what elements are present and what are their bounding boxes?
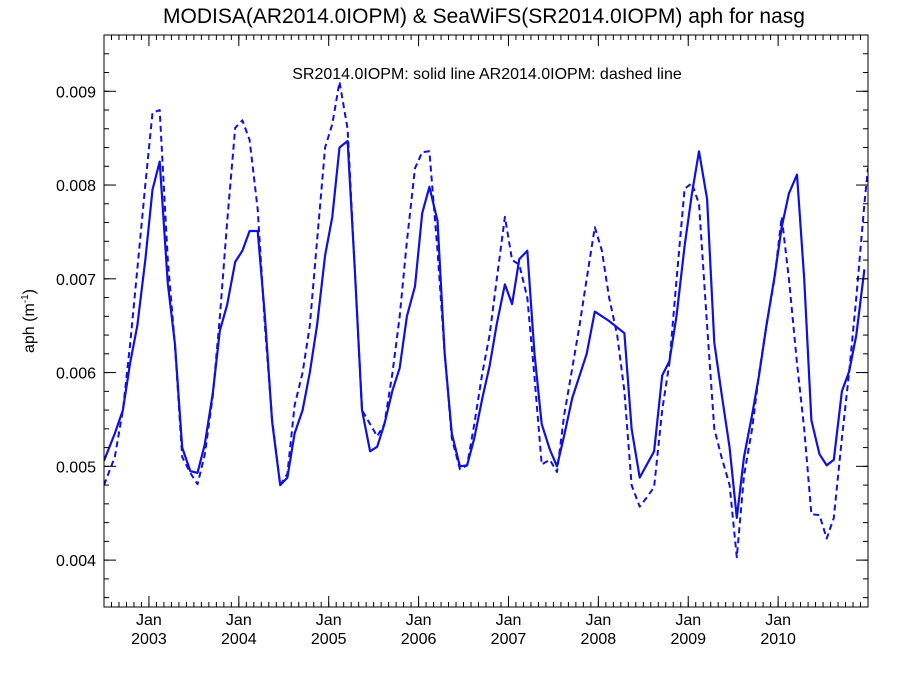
x-tick-year: 2008 [581,631,617,648]
y-tick-label: 0.006 [56,366,96,383]
ticks-group [103,34,869,607]
x-tick-month: Jan [496,612,522,629]
x-tick-month: Jan [316,612,342,629]
x-tick-month: Jan [675,612,701,629]
plot-frame [103,34,869,608]
y-tick-label: 0.008 [56,178,96,195]
tick-labels: 0.004 0.005 0.006 0.007 0.008 0.009 Jan 2003 Jan… [56,84,796,648]
x-tick-year: 2009 [670,631,706,648]
x-tick-year: 2007 [491,631,527,648]
x-tick-year: 2003 [131,631,167,648]
x-tick-year: 2004 [221,631,257,648]
x-tick-month: Jan [226,612,252,629]
series-line-solid [104,139,866,519]
x-tick-year: 2006 [401,631,437,648]
chart-annotation: SR2014.0IOPM: solid line AR2014.0IOPM: d… [292,66,682,83]
y-tick-label: 0.004 [56,553,96,570]
series-group [104,80,868,559]
x-tick-month: Jan [406,612,432,629]
x-tick-year: 2005 [311,631,347,648]
x-tick-month: Jan [136,612,162,629]
y-tick-label: 0.009 [56,84,96,101]
y-tick-label: 0.005 [56,459,96,476]
x-tick-month: Jan [585,612,611,629]
x-tick-month: Jan [765,612,791,629]
chart-title: MODISA(AR2014.0IOPM) & SeaWiFS(SR2014.0I… [163,5,805,28]
y-tick-label: 0.007 [56,272,96,289]
x-tick-year: 2010 [760,631,796,648]
series-line-dashed [104,80,868,559]
y-axis-label: aph (m-1) [20,289,38,353]
